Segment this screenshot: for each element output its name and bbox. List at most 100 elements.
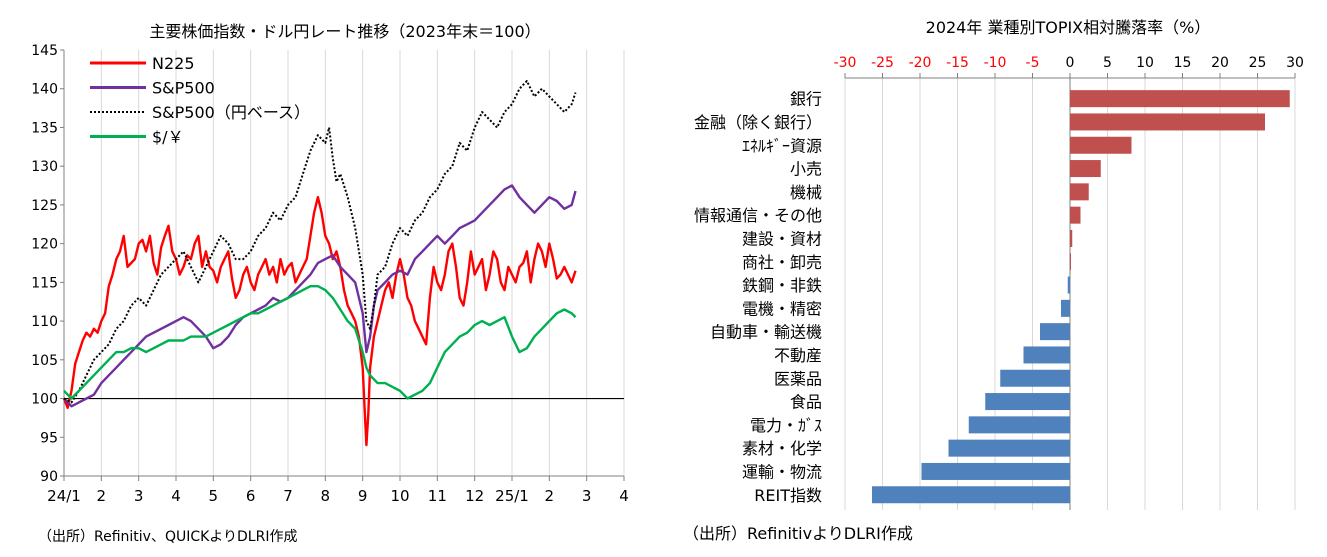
left-y-tick-label: 90 — [40, 469, 58, 485]
category-label-1: 金融（除く銀行） — [694, 113, 822, 132]
left-y-tick-label: 145 — [31, 43, 58, 59]
right-x-tick-label: -15 — [946, 55, 969, 71]
left-y-tick-label: 115 — [31, 275, 58, 291]
category-label-0: 銀行 — [790, 90, 822, 109]
legend-label-0: N225 — [152, 54, 195, 73]
left-y-tick-label: 140 — [31, 82, 58, 98]
category-label-16: 運輸・物流 — [742, 462, 822, 481]
category-label-11: 不動産 — [774, 346, 822, 365]
left-y-tick-label: 130 — [31, 159, 58, 175]
left-x-tick-label: 3 — [134, 487, 144, 505]
right-x-tick-label: -25 — [871, 55, 894, 71]
bar-chart: 2024年 業種別TOPIX相対騰落率（%） -30 -25 -20 -15 -10 -5… — [694, 18, 1304, 510]
left-y-tick-label: 95 — [40, 430, 58, 446]
right-x-tick-label: -20 — [909, 55, 932, 71]
bar-5 — [1070, 206, 1081, 224]
bar-9 — [1061, 299, 1070, 317]
series-line-1 — [63, 184, 577, 408]
series-line-0 — [62, 195, 577, 447]
left-x-tick-label: 2 — [545, 487, 555, 505]
left-x-tick-label: 4 — [619, 487, 629, 505]
category-label-9: 電機・精密 — [742, 299, 822, 318]
left-y-tick-label: 125 — [31, 198, 58, 214]
series-line-2 — [63, 80, 577, 404]
left-y-tick-label: 120 — [31, 237, 58, 253]
bar-7 — [1070, 253, 1071, 271]
category-label-7: 商社・卸売 — [742, 253, 822, 272]
left-x-tick-label: 11 — [428, 487, 447, 505]
left-y-tick-label: 105 — [31, 353, 58, 369]
bar-0 — [1070, 90, 1290, 108]
bar-12 — [1000, 369, 1070, 387]
bar-3 — [1070, 160, 1101, 178]
left-x-tick-label: 25/1 — [495, 487, 529, 505]
bar-15 — [948, 439, 1070, 457]
left-x-tick-label: 12 — [465, 487, 484, 505]
left-x-tick-label: 6 — [246, 487, 256, 505]
left-x-tick-label: 7 — [283, 487, 293, 505]
right-x-tick-label: 10 — [1136, 55, 1154, 71]
right-x-tick-label: 25 — [1249, 55, 1267, 71]
bar-17 — [872, 486, 1070, 504]
category-label-5: 情報通信・その他 — [694, 206, 822, 225]
left-x-tick-label: 8 — [321, 487, 331, 505]
left-series-lines — [62, 80, 577, 447]
left-legend: N225 S&P500 S&P500（円ベース） $/￥ — [90, 54, 310, 147]
left-x-tick-label: 24/1 — [47, 487, 81, 505]
category-label-13: 食品 — [790, 393, 822, 412]
left-gridlines — [63, 50, 625, 477]
left-x-tick-label: 5 — [209, 487, 219, 505]
bar-1 — [1070, 113, 1265, 131]
category-label-6: 建設・資材 — [742, 229, 822, 248]
right-x-tick-label: -5 — [1026, 55, 1040, 71]
right-x-tick-label: 30 — [1286, 55, 1304, 71]
right-x-tick-labels: -30 -25 -20 -15 -10 -5 0 5 10 15 20 25 30 — [834, 55, 1304, 78]
category-label-8: 鉄鋼・非鉄 — [742, 276, 822, 295]
left-x-tick-label: 10 — [390, 487, 409, 505]
right-gridlines — [844, 77, 1296, 510]
right-x-tick-label: -10 — [984, 55, 1007, 71]
legend-label-3: $/￥ — [152, 128, 184, 147]
legend-label-1: S&P500 — [152, 79, 215, 98]
left-y-tick-label: 100 — [31, 392, 58, 408]
right-chart-title: 2024年 業種別TOPIX相対騰落率（%） — [926, 18, 1211, 37]
category-label-15: 素材・化学 — [742, 439, 822, 458]
right-x-tick-label: -30 — [834, 55, 857, 71]
category-label-10: 自動車・輸送機 — [710, 323, 822, 342]
bar-16 — [921, 462, 1070, 480]
left-y-tick-label: 135 — [31, 120, 58, 136]
left-x-tick-labels: 24/1 2 3 4 5 6 7 8 9 10 11 12 25/1 2 3 4 — [47, 476, 629, 505]
category-label-14: 電力・ｶﾞｽ — [750, 416, 822, 435]
left-x-tick-label: 4 — [171, 487, 181, 505]
category-label-3: 小売 — [790, 160, 822, 179]
right-x-tick-label: 0 — [1066, 55, 1075, 71]
right-x-tick-label: 5 — [1103, 55, 1112, 71]
series-line-3 — [63, 285, 577, 400]
left-x-tick-label: 9 — [358, 487, 368, 505]
left-x-tick-label: 2 — [97, 487, 107, 505]
category-label-12: 医薬品 — [774, 369, 822, 388]
left-y-tick-labels: 90 95 100 105 110 115 120 125 130 135 140 145 — [31, 43, 64, 485]
bar-8 — [1067, 276, 1070, 294]
bar-14 — [968, 416, 1070, 434]
bar-2 — [1070, 136, 1132, 154]
category-label-17: REIT指数 — [754, 486, 822, 505]
line-chart: 主要株価指数・ドル円レート推移（2023年末＝100） 909510010511… — [31, 22, 629, 505]
left-chart-title: 主要株価指数・ドル円レート推移（2023年末＝100） — [149, 22, 540, 41]
bar-10 — [1040, 323, 1070, 341]
right-source-note: （出所）RefinitivよりDLRI作成 — [683, 524, 913, 543]
bar-6 — [1070, 229, 1073, 247]
right-x-tick-label: 20 — [1211, 55, 1229, 71]
right-bars — [872, 90, 1290, 504]
left-y-tick-label: 110 — [31, 314, 58, 330]
bar-13 — [985, 393, 1070, 411]
category-label-2: ｴﾈﾙｷﾞｰ資源 — [742, 136, 822, 155]
bar-11 — [1023, 346, 1070, 364]
right-x-tick-label: 15 — [1174, 55, 1192, 71]
left-source-note: （出所）Refinitiv、QUICKよりDLRI作成 — [38, 529, 298, 545]
bar-4 — [1070, 183, 1089, 201]
category-label-4: 機械 — [790, 183, 822, 202]
left-x-tick-label: 3 — [582, 487, 592, 505]
legend-label-2: S&P500（円ベース） — [152, 103, 310, 122]
